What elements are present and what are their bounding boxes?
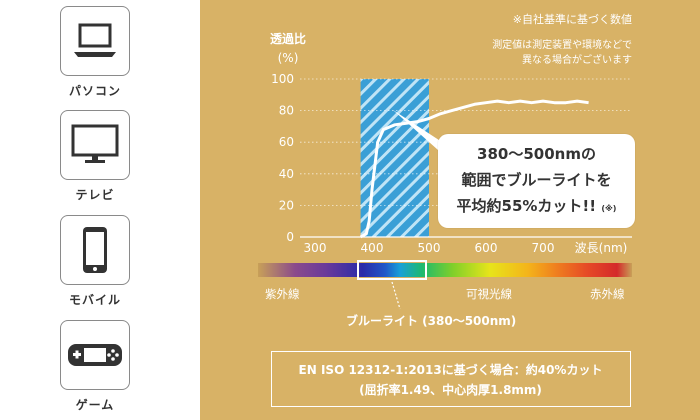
callout-line-1: 380～500nmの: [477, 145, 596, 163]
callout-cut-rate: 平均約55%カット!!: [456, 197, 597, 215]
iso-info-line-1: EN ISO 12312-1:2013に基づく場合：約40%カット: [298, 363, 603, 377]
x-tick-label: 300: [304, 241, 327, 255]
y-tick-label: 40: [279, 167, 294, 181]
callout-line-2: 範囲でブルーライトを: [461, 171, 612, 189]
iso-info-line-2: (屈折率1.49、中心肉厚1.8mm): [359, 383, 542, 397]
device-label: テレビ: [75, 188, 115, 202]
y-tick-label: 20: [279, 198, 294, 212]
x-tick-label: 700: [532, 241, 555, 255]
y-tick-label: 80: [279, 104, 294, 118]
callout-line-3: 平均約55%カット!! (※): [438, 195, 635, 216]
device-tv: テレビ: [60, 110, 130, 203]
device-label: モバイル: [68, 293, 121, 307]
callout-note-mark: (※): [601, 204, 617, 213]
y-tick-label: 60: [279, 135, 294, 149]
device-mobile: モバイル: [60, 215, 130, 308]
callout-pointer: [393, 110, 445, 150]
blue-light-range-box: [357, 260, 427, 280]
transmittance-curve: [359, 99, 589, 239]
infrared-label: 赤外線: [590, 287, 625, 301]
light-spectrum-bar: [258, 263, 632, 277]
device-label: パソコン: [68, 84, 121, 98]
smartphone-icon: [60, 215, 130, 285]
note-measurement-1: 測定値は測定装置や環境などで: [492, 40, 632, 51]
ultraviolet-label: 紫外線: [265, 287, 300, 301]
note-measurement-2: 異なる場合がございます: [522, 55, 632, 66]
y-tick-label: 0: [286, 230, 294, 244]
device-label: ゲーム: [75, 398, 115, 412]
y-tick-label: 100: [271, 72, 294, 86]
x-tick-label: 400: [361, 241, 384, 255]
x-axis-label: 波長(nm): [575, 241, 628, 255]
device-game: ゲーム: [60, 320, 130, 413]
game-console-icon: [60, 320, 130, 390]
visible-light-label: 可視光線: [466, 287, 512, 301]
x-tick-label: 500: [418, 241, 441, 255]
y-axis-label: 透過比: [270, 31, 306, 46]
tv-icon: [60, 110, 130, 180]
x-tick-label: 600: [475, 241, 498, 255]
device-laptop: パソコン: [60, 6, 130, 99]
y-axis-unit: (%): [278, 51, 299, 65]
blue-light-label: ブルーライト (380～500nm): [346, 314, 517, 328]
blue-light-highlight: [360, 79, 429, 237]
laptop-icon: [60, 6, 130, 76]
iso-info-box: EN ISO 12312-1:2013に基づく場合：約40%カット (屈折率1.…: [271, 351, 631, 407]
device-sidebar: パソコン テレビ モバイル: [0, 0, 200, 420]
note-standard: ※自社基準に基づく数値: [512, 13, 632, 26]
blue-light-callout: 380～500nmの 範囲でブルーライトを 平均約55%カット!! (※): [438, 134, 635, 228]
